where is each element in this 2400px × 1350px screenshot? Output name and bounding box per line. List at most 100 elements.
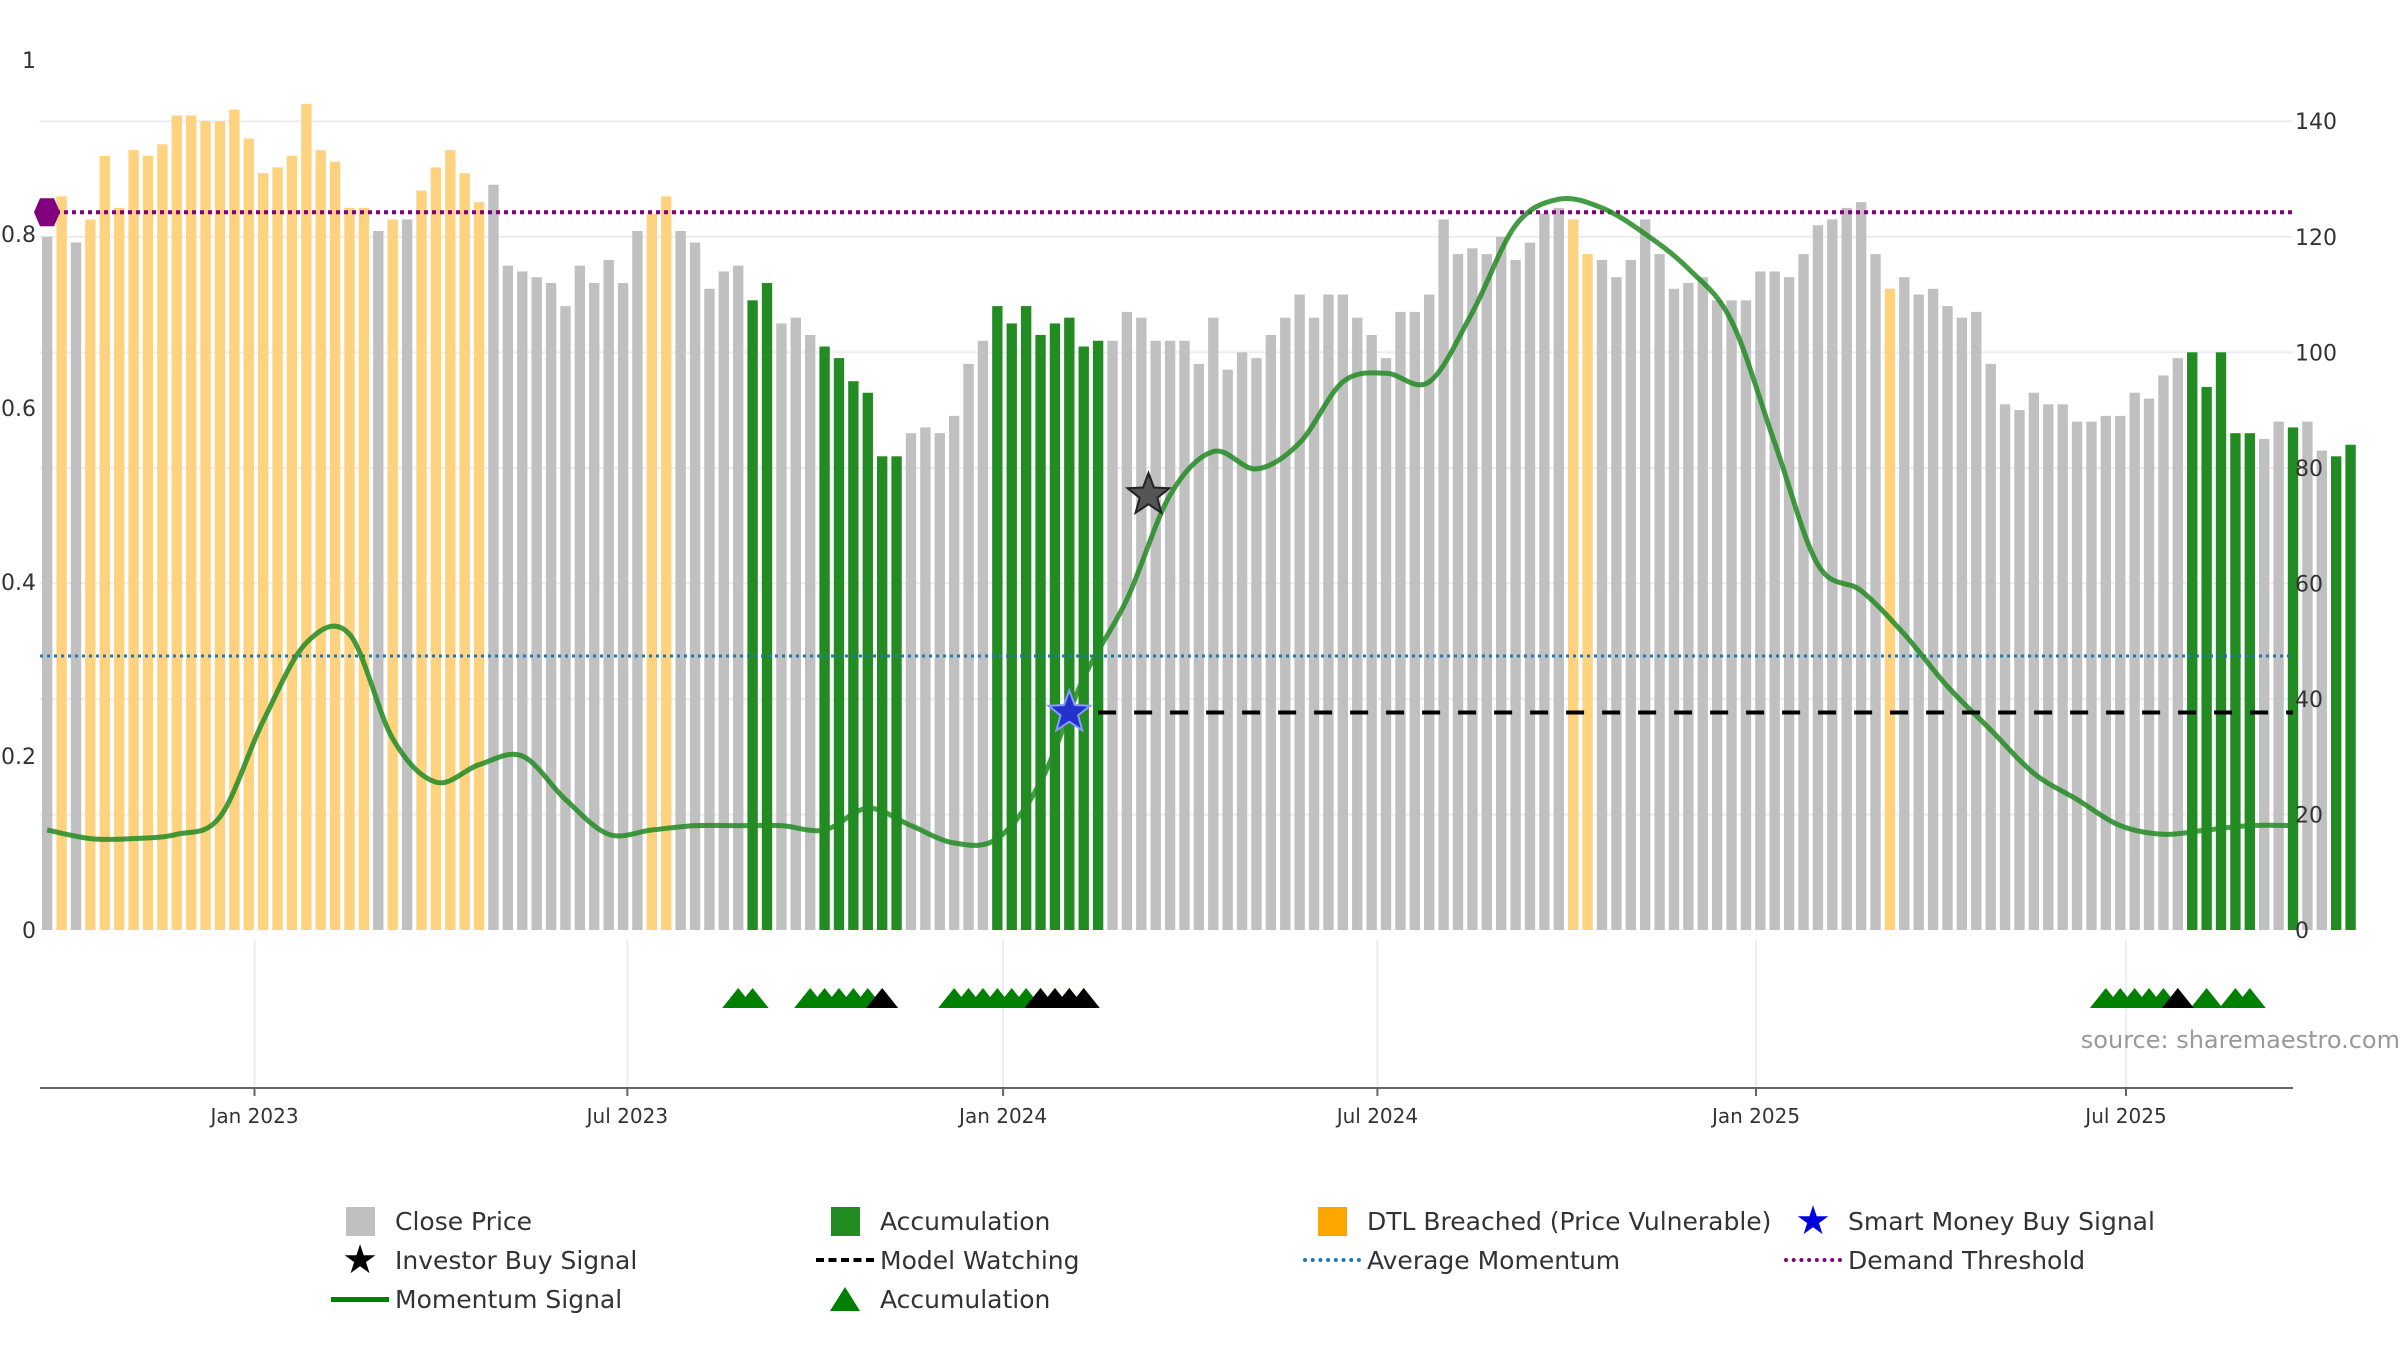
- close-price-bar: [1827, 219, 1838, 930]
- close-price-bar: [2259, 438, 2270, 930]
- close-price-bar: [1222, 369, 1233, 930]
- close-price-bar: [1913, 294, 1924, 930]
- accumulation-bar: [2187, 352, 2198, 930]
- dtl-breached-bar: [473, 202, 485, 930]
- accumulation-bar: [876, 456, 888, 930]
- dtl-breached-bar: [171, 115, 182, 930]
- close-price-bar: [1654, 254, 1665, 931]
- blue-dotted-line-icon: [1297, 1242, 1367, 1278]
- legend-item: Close Price: [325, 1203, 532, 1239]
- accumulation-triangle: [2233, 988, 2266, 1008]
- dtl-breached-bar: [56, 196, 67, 930]
- left-tick-label: 0: [22, 919, 36, 944]
- dtl-breached-bar: [459, 173, 470, 930]
- axes: 0 0.2 0.4 0.6 0.8 1 0 20 40 60 80 100 120 140 Jan 2023…: [1, 49, 2337, 1128]
- close-price-bar: [1366, 334, 1377, 930]
- right-tick-label: 60: [2295, 572, 2323, 597]
- close-price-bar: [1395, 311, 1406, 930]
- close-price-bar: [1438, 219, 1449, 930]
- accumulation-bar: [819, 346, 830, 930]
- legend-label: Accumulation: [880, 1206, 1051, 1236]
- close-price-bar: [1280, 317, 1291, 930]
- accumulation-bar: [1035, 334, 1046, 930]
- accumulation-bar: [1064, 317, 1075, 930]
- close-price-bar: [603, 259, 614, 930]
- accumulation-bar: [2244, 433, 2255, 930]
- close-price-bar: [1740, 300, 1752, 930]
- close-price-bar: [1769, 271, 1780, 930]
- close-price-bar: [920, 427, 931, 930]
- close-price-bar: [1783, 277, 1795, 930]
- accumulation-triangle: [736, 988, 769, 1008]
- accumulation-bar: [862, 392, 873, 930]
- close-price-bar: [2115, 415, 2126, 930]
- close-price-bar: [1999, 404, 2011, 930]
- close-price-bar: [617, 282, 629, 930]
- close-price-bar: [1179, 340, 1190, 930]
- close-price-bar: [2057, 404, 2068, 930]
- legend-item: Accumulation: [810, 1281, 1050, 1317]
- accumulation-bar: [2345, 444, 2356, 930]
- close-price-bar: [1697, 277, 1708, 930]
- legend-item: ★ Smart Money Buy Signal: [1778, 1201, 2155, 1241]
- green-square-icon: [810, 1203, 880, 1239]
- close-price-bar: [1409, 311, 1421, 930]
- legend-label: Demand Threshold: [1848, 1245, 2086, 1275]
- close-price-bar: [2086, 421, 2097, 930]
- smart-money-buy-signal-star: [1045, 687, 1093, 733]
- close-price-bar: [545, 282, 557, 930]
- close-price-bar: [531, 277, 542, 930]
- legend-label: Model Watching: [880, 1245, 1080, 1275]
- accumulation-bar: [1078, 346, 1089, 930]
- demand-threshold-marker: [34, 198, 60, 227]
- close-price-bar: [1625, 259, 1636, 930]
- close-price-bar: [488, 184, 499, 930]
- close-price-bar: [517, 271, 528, 930]
- dtl-breached-bar: [113, 207, 125, 931]
- close-price-bar: [2014, 410, 2025, 930]
- close-price-bar: [977, 340, 989, 930]
- right-tick-label: 120: [2295, 226, 2337, 251]
- close-price-bar: [1107, 340, 1118, 930]
- close-price-bar: [574, 265, 586, 931]
- close-price-bar: [70, 242, 82, 930]
- legend-label: DTL Breached (Price Vulnerable): [1367, 1206, 1772, 1236]
- close-price-bar: [1496, 236, 1507, 931]
- left-tick-label: 0.4: [1, 571, 36, 596]
- accumulation-bar: [891, 456, 902, 930]
- right-tick-label: 20: [2295, 803, 2323, 828]
- close-price-bar: [2071, 421, 2083, 930]
- close-price-bar: [2100, 415, 2112, 930]
- legend-item: Average Momentum: [1297, 1242, 1620, 1278]
- legend: Close Price Accumulation DTL Breached (Pri…: [0, 1200, 2400, 1350]
- orange-square-icon: [1297, 1203, 1367, 1239]
- close-price-bar: [1668, 288, 1680, 930]
- black-star-icon: ★: [342, 1237, 378, 1283]
- close-price-bar: [502, 265, 514, 931]
- accumulation-bar: [2287, 427, 2299, 930]
- close-price-bar: [1308, 317, 1320, 930]
- close-price-bar: [1942, 306, 1953, 931]
- accumulation-bar: [833, 358, 845, 930]
- legend-label: Momentum Signal: [395, 1284, 623, 1314]
- close-price-bar: [373, 230, 384, 930]
- close-price-bar: [1467, 248, 1478, 931]
- accumulation-bar: [747, 300, 758, 930]
- close-price-bar: [1136, 317, 1147, 930]
- gray-square-icon: [325, 1203, 395, 1239]
- accumulation-triangle: [2190, 988, 2223, 1008]
- signal-chart: 0 0.2 0.4 0.6 0.8 1 0 20 40 60 80 100 120 140 Jan 2023…: [1, 49, 2400, 1128]
- close-price-bar: [1193, 363, 1205, 931]
- dtl-breached-bar: [445, 150, 456, 931]
- dtl-breached-bar: [142, 155, 154, 930]
- accumulation-bar: [1092, 340, 1104, 930]
- close-price-bar: [560, 306, 571, 931]
- close-price-bar: [1755, 271, 1766, 930]
- close-price-bar: [2273, 421, 2284, 930]
- legend-item: Momentum Signal: [325, 1281, 622, 1317]
- signal-markers: [34, 198, 2266, 1008]
- source-label: source: sharemaestro.com: [2081, 1026, 2400, 1054]
- close-price-bar: [1927, 288, 1939, 930]
- legend-label: Close Price: [395, 1206, 533, 1236]
- close-price-bar: [401, 219, 413, 930]
